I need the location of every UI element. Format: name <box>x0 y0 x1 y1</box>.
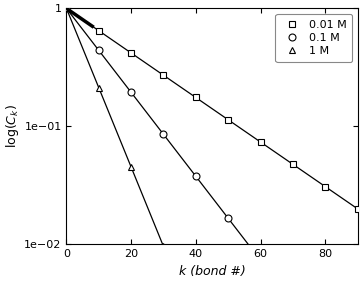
0.01 M <box>323 185 327 188</box>
0.01 M <box>258 140 263 144</box>
0.1 M <box>161 133 166 136</box>
Legend: 0.01 M, 0.1 M, 1 M: 0.01 M, 0.1 M, 1 M <box>275 14 352 62</box>
0.1 M <box>194 175 198 178</box>
0.1 M <box>258 259 263 262</box>
1 M <box>64 7 69 10</box>
0.01 M <box>129 51 133 55</box>
Y-axis label: $\log(C_k)$: $\log(C_k)$ <box>4 104 21 148</box>
0.01 M <box>64 7 69 10</box>
0.1 M <box>226 217 230 220</box>
0.01 M <box>291 163 295 166</box>
1 M <box>161 245 166 248</box>
Line: 1 M: 1 M <box>63 5 264 282</box>
1 M <box>129 166 133 169</box>
0.1 M <box>64 7 69 10</box>
0.01 M <box>355 207 360 210</box>
1 M <box>97 86 101 89</box>
0.01 M <box>226 118 230 122</box>
0.01 M <box>161 74 166 77</box>
Line: 0.01 M: 0.01 M <box>63 5 361 212</box>
0.1 M <box>129 91 133 94</box>
0.01 M <box>97 29 101 32</box>
X-axis label: k (bond #): k (bond #) <box>178 265 245 277</box>
0.1 M <box>97 49 101 52</box>
Line: 0.1 M: 0.1 M <box>63 5 329 282</box>
0.01 M <box>194 96 198 99</box>
